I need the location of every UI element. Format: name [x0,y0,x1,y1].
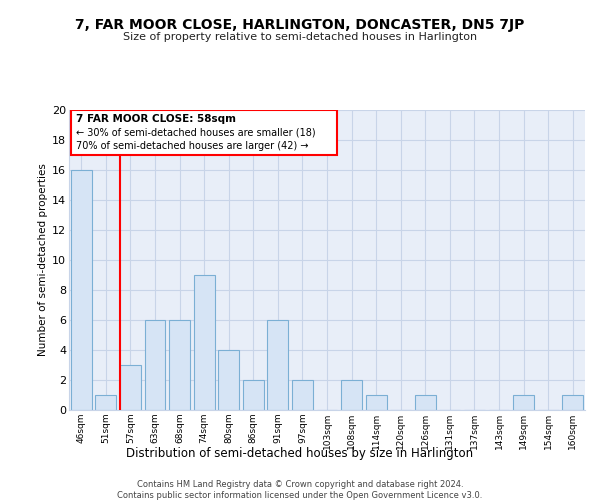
Bar [145,320,166,410]
Bar [194,275,215,410]
Bar [292,380,313,410]
Text: Size of property relative to semi-detached houses in Harlington: Size of property relative to semi-detach… [123,32,477,42]
Text: 7, FAR MOOR CLOSE, HARLINGTON, DONCASTER, DN5 7JP: 7, FAR MOOR CLOSE, HARLINGTON, DONCASTER… [76,18,524,32]
Bar [365,395,386,410]
Text: 7 FAR MOOR CLOSE: 58sqm: 7 FAR MOOR CLOSE: 58sqm [76,114,236,124]
Bar [513,395,534,410]
Bar [243,380,264,410]
Bar [562,395,583,410]
Text: Contains HM Land Registry data © Crown copyright and database right 2024.: Contains HM Land Registry data © Crown c… [137,480,463,489]
Bar [415,395,436,410]
Text: Contains public sector information licensed under the Open Government Licence v3: Contains public sector information licen… [118,491,482,500]
Bar [95,395,116,410]
Text: ← 30% of semi-detached houses are smaller (18): ← 30% of semi-detached houses are smalle… [76,128,316,138]
Text: 70% of semi-detached houses are larger (42) →: 70% of semi-detached houses are larger (… [76,141,309,151]
Bar [169,320,190,410]
Bar [268,320,289,410]
Y-axis label: Number of semi-detached properties: Number of semi-detached properties [38,164,48,356]
Bar [341,380,362,410]
Bar [218,350,239,410]
Text: Distribution of semi-detached houses by size in Harlington: Distribution of semi-detached houses by … [127,448,473,460]
Bar [120,365,141,410]
FancyBboxPatch shape [71,110,337,155]
Bar [71,170,92,410]
